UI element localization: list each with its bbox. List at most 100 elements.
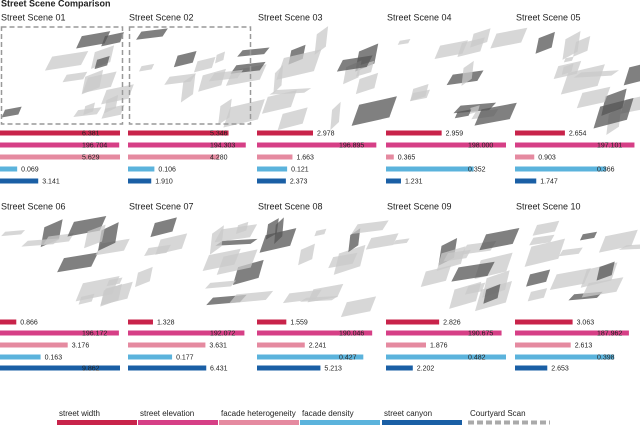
value-label: 2.202 bbox=[417, 365, 435, 372]
value-label: 196.704 bbox=[82, 142, 107, 149]
bar bbox=[386, 319, 440, 325]
value-label: 194.303 bbox=[210, 142, 235, 149]
point-cloud bbox=[265, 218, 279, 240]
point-cloud bbox=[67, 215, 107, 237]
point-cloud bbox=[94, 55, 110, 70]
bar bbox=[515, 330, 629, 336]
point-cloud bbox=[549, 268, 591, 290]
bar bbox=[257, 342, 305, 348]
bar bbox=[0, 178, 39, 184]
point-cloud bbox=[468, 105, 480, 115]
point-cloud bbox=[348, 228, 361, 253]
panel-title: Street Scene 10 bbox=[516, 201, 581, 211]
value-label: 1.559 bbox=[290, 319, 308, 326]
point-cloud bbox=[276, 49, 322, 80]
point-cloud bbox=[1, 106, 22, 118]
value-label: 3.141 bbox=[42, 178, 60, 185]
point-cloud bbox=[443, 249, 471, 262]
point-cloud bbox=[282, 289, 322, 304]
point-cloud bbox=[474, 102, 517, 126]
bar bbox=[515, 354, 615, 360]
point-cloud bbox=[202, 248, 241, 271]
point-cloud bbox=[434, 40, 469, 60]
point-cloud bbox=[532, 220, 560, 236]
legend-label: street width bbox=[59, 409, 100, 418]
value-label: 1.231 bbox=[405, 178, 423, 185]
point-cloud bbox=[193, 56, 216, 73]
bar bbox=[0, 142, 120, 148]
legend-swatch bbox=[300, 420, 380, 425]
value-label: 1.663 bbox=[296, 154, 314, 161]
point-cloud bbox=[164, 73, 197, 85]
legend-swatch bbox=[219, 420, 299, 425]
point-cloud bbox=[454, 109, 472, 119]
point-cloud bbox=[62, 71, 88, 83]
legend-label: facade density bbox=[302, 409, 354, 418]
point-cloud bbox=[535, 31, 555, 54]
value-label: 4.280 bbox=[210, 154, 228, 161]
bar bbox=[0, 130, 120, 136]
point-cloud bbox=[100, 283, 123, 307]
value-label: 2.654 bbox=[569, 130, 587, 137]
point-cloud bbox=[208, 69, 244, 82]
point-cloud bbox=[560, 64, 605, 95]
point-cloud bbox=[576, 86, 611, 109]
value-label: 3.176 bbox=[72, 342, 90, 349]
point-cloud bbox=[73, 107, 102, 118]
bar bbox=[257, 319, 287, 325]
point-cloud bbox=[365, 233, 399, 250]
value-label: 2.241 bbox=[309, 342, 327, 349]
point-cloud bbox=[82, 71, 117, 94]
bar bbox=[0, 166, 18, 172]
value-label: 5.213 bbox=[324, 365, 342, 372]
point-cloud bbox=[139, 63, 155, 72]
point-cloud bbox=[314, 26, 329, 55]
panel-title: Street Scene 02 bbox=[129, 12, 194, 22]
courtyard-frame bbox=[128, 26, 252, 125]
bar bbox=[257, 142, 377, 148]
point-cloud bbox=[205, 280, 237, 289]
point-cloud bbox=[144, 244, 172, 257]
legend-label: street canyon bbox=[384, 409, 432, 418]
bar bbox=[0, 342, 68, 348]
value-label: 0.121 bbox=[291, 166, 309, 173]
legend-swatch bbox=[57, 420, 137, 425]
point-cloud bbox=[351, 220, 389, 235]
point-cloud bbox=[328, 252, 358, 269]
value-label: 2.613 bbox=[575, 342, 593, 349]
bar bbox=[386, 330, 502, 336]
bar bbox=[257, 330, 373, 336]
point-cloud bbox=[269, 88, 312, 95]
point-cloud bbox=[237, 47, 270, 57]
point-cloud bbox=[479, 228, 520, 251]
point-cloud bbox=[232, 259, 264, 286]
point-cloud bbox=[43, 233, 75, 245]
point-cloud bbox=[355, 72, 379, 95]
point-cloud bbox=[44, 50, 89, 71]
point-cloud bbox=[136, 28, 168, 40]
value-label: 192.072 bbox=[210, 330, 235, 337]
value-label: 190.675 bbox=[468, 330, 493, 337]
bar bbox=[0, 154, 120, 160]
point-cloud bbox=[581, 277, 624, 298]
point-cloud bbox=[356, 60, 375, 77]
point-cloud bbox=[215, 238, 258, 246]
value-label: 1.876 bbox=[430, 342, 448, 349]
point-cloud bbox=[216, 249, 258, 275]
panel-title: Street Scene 01 bbox=[1, 12, 66, 22]
value-label: 0.069 bbox=[21, 166, 39, 173]
point-cloud bbox=[336, 55, 373, 72]
value-label: 196.895 bbox=[339, 142, 364, 149]
value-label: 197.101 bbox=[597, 142, 622, 149]
bar bbox=[386, 365, 413, 371]
value-label: 2.373 bbox=[290, 178, 308, 185]
bar bbox=[515, 365, 548, 371]
panel-title: Street Scene 06 bbox=[1, 201, 66, 211]
point-cloud bbox=[173, 50, 197, 68]
bar bbox=[128, 354, 173, 360]
point-cloud bbox=[558, 247, 583, 257]
value-label: 1.747 bbox=[540, 178, 558, 185]
value-label: 0.903 bbox=[538, 154, 556, 161]
value-label: 187.962 bbox=[597, 330, 622, 337]
